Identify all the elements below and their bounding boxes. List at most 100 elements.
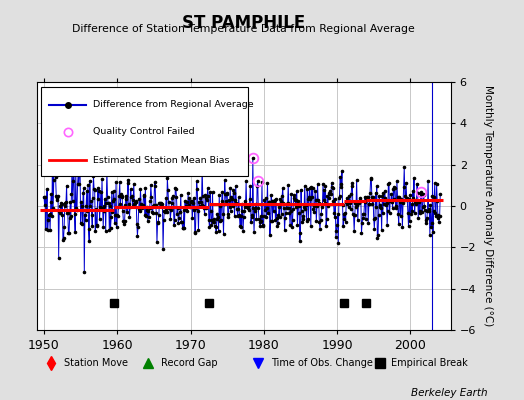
- Point: [376, 204, 385, 210]
- Point: [268, 218, 277, 224]
- Point: [80, 269, 89, 275]
- Point: [206, 208, 215, 214]
- Point: [184, 202, 193, 209]
- Point: [58, 212, 66, 219]
- Point: [136, 186, 145, 192]
- Point: [48, 130, 57, 137]
- Point: [401, 192, 409, 199]
- Point: [159, 246, 167, 252]
- Point: [230, 190, 238, 196]
- Point: [386, 198, 395, 204]
- Point: [273, 223, 281, 230]
- Point: [262, 214, 270, 220]
- Point: [122, 196, 130, 202]
- Point: [344, 204, 353, 210]
- Point: [60, 224, 68, 230]
- Point: [106, 203, 114, 210]
- Point: [239, 228, 247, 234]
- Point: [238, 201, 246, 208]
- Point: [249, 205, 258, 211]
- Point: [90, 186, 99, 193]
- Point: [401, 197, 410, 204]
- Point: [148, 210, 157, 216]
- Point: [93, 223, 101, 230]
- Point: [219, 211, 227, 218]
- Point: [220, 200, 228, 207]
- Point: [340, 211, 348, 217]
- Text: Empirical Break: Empirical Break: [390, 358, 467, 368]
- Point: [49, 204, 57, 211]
- Point: [125, 201, 133, 208]
- Point: [371, 215, 379, 221]
- Point: [194, 227, 203, 233]
- Point: [191, 229, 200, 236]
- Point: [396, 198, 404, 205]
- Point: [361, 199, 369, 206]
- Point: [421, 206, 429, 213]
- Point: [110, 195, 118, 202]
- Point: [154, 219, 162, 226]
- Point: [63, 210, 71, 217]
- Point: [321, 182, 330, 189]
- Point: [314, 200, 323, 206]
- Point: [253, 183, 261, 190]
- Point: [391, 203, 400, 209]
- Point: [265, 199, 273, 205]
- Point: [107, 189, 116, 195]
- Point: [325, 194, 333, 201]
- Point: [141, 185, 149, 191]
- Point: [205, 224, 214, 230]
- Point: [108, 209, 116, 216]
- Point: [157, 202, 165, 209]
- Point: [375, 193, 384, 200]
- Point: [121, 218, 129, 224]
- Point: [87, 198, 95, 204]
- Point: [217, 198, 226, 204]
- Point: [92, 206, 100, 212]
- Point: [298, 208, 306, 214]
- Point: [292, 188, 301, 194]
- Point: [213, 211, 222, 217]
- Point: [250, 229, 258, 235]
- Point: [355, 195, 364, 201]
- Point: [88, 212, 96, 218]
- Point: [405, 196, 413, 202]
- Point: [302, 218, 311, 224]
- Point: [394, 211, 402, 217]
- Point: [370, 226, 378, 232]
- Point: [71, 229, 79, 235]
- Point: [139, 202, 147, 208]
- Point: [243, 204, 252, 210]
- Point: [341, 210, 349, 216]
- Point: [135, 206, 143, 212]
- Point: [269, 208, 278, 214]
- Point: [118, 208, 127, 214]
- Point: [399, 200, 407, 207]
- Point: [424, 206, 433, 212]
- Point: [354, 217, 362, 224]
- Point: [162, 209, 171, 215]
- Point: [380, 188, 389, 194]
- Point: [303, 196, 312, 202]
- Point: [161, 209, 169, 215]
- Point: [83, 188, 91, 194]
- Point: [398, 199, 406, 205]
- Point: [239, 214, 248, 220]
- Point: [224, 214, 233, 220]
- Point: [324, 203, 332, 209]
- Point: [154, 220, 162, 226]
- Point: [47, 199, 55, 206]
- Point: [146, 205, 154, 211]
- Point: [410, 174, 418, 181]
- Point: [336, 174, 344, 180]
- Point: [241, 198, 249, 204]
- Point: [103, 167, 111, 174]
- Point: [405, 223, 413, 230]
- Point: [185, 204, 194, 210]
- Point: [120, 221, 128, 228]
- Point: [139, 193, 148, 200]
- Point: [196, 195, 204, 201]
- Point: [332, 228, 341, 234]
- Point: [115, 193, 123, 199]
- Point: [70, 159, 78, 165]
